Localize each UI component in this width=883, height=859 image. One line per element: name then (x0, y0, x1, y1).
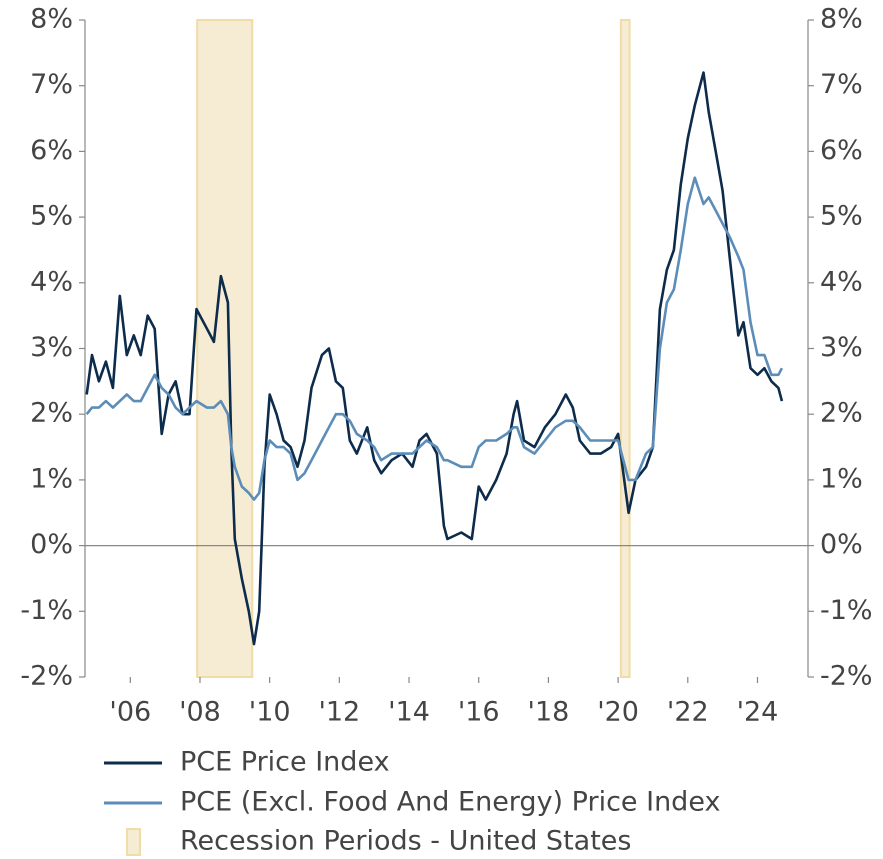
y2-tick-label: 5% (820, 201, 863, 232)
y-tick-label: 7% (30, 69, 73, 100)
x-tick-label: '14 (388, 697, 430, 728)
y-tick-label: 4% (30, 266, 73, 297)
y-tick-label: 8% (30, 4, 73, 35)
legend-swatch (126, 828, 141, 856)
y2-tick-label: 0% (820, 529, 863, 560)
recession-band (619, 19, 631, 678)
y2-tick-label: 8% (820, 4, 863, 35)
y2-tick-label: 2% (820, 398, 863, 429)
series-line (85, 176, 784, 501)
legend-label: PCE Price Index (180, 747, 390, 778)
x-tick-label: '24 (737, 697, 779, 728)
y2-tick-label: 1% (820, 463, 863, 494)
x-tick-label: '16 (458, 697, 500, 728)
y-tick-label: -2% (20, 661, 73, 692)
y2-tick-label: 6% (820, 135, 863, 166)
x-tick-label: '20 (597, 697, 639, 728)
y-tick-label: -1% (20, 595, 73, 626)
x-tick-label: '22 (667, 697, 709, 728)
y2-tick-label: 3% (820, 332, 863, 363)
legend-label: PCE (Excl. Food And Energy) Price Index (180, 787, 720, 818)
recession-band (196, 19, 254, 678)
legend-label: Recession Periods - United States (180, 826, 631, 857)
x-tick-label: '08 (179, 697, 221, 728)
y2-tick-label: 7% (820, 69, 863, 100)
y-tick-label: 1% (30, 463, 73, 494)
x-tick-label: '06 (109, 697, 151, 728)
series-line (85, 71, 784, 646)
y-tick-label: 6% (30, 135, 73, 166)
x-tick-label: '12 (318, 697, 360, 728)
y2-tick-label: -2% (820, 661, 873, 692)
y-tick-label: 2% (30, 398, 73, 429)
y-tick-label: 3% (30, 332, 73, 363)
x-tick-label: '18 (528, 697, 570, 728)
y-tick-label: 0% (30, 529, 73, 560)
y-tick-label: 5% (30, 201, 73, 232)
x-tick-label: '10 (249, 697, 291, 728)
y2-tick-label: 4% (820, 266, 863, 297)
y2-tick-label: -1% (820, 595, 873, 626)
